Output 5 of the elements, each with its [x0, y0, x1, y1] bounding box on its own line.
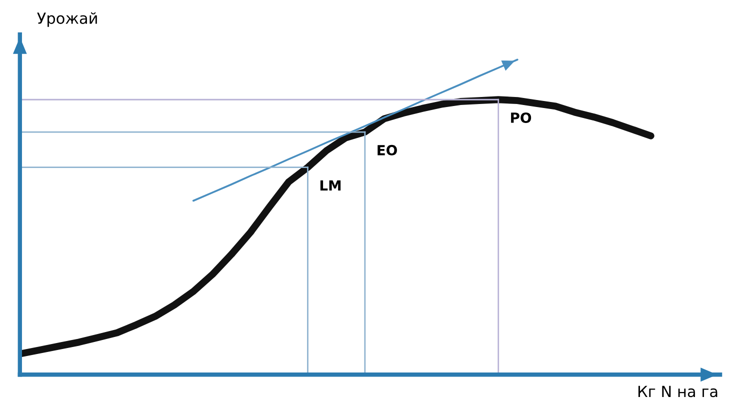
ref-line-label: PO [511, 112, 532, 123]
ref-line-label: EO [378, 144, 397, 156]
y-axis-title: Урожай [37, 12, 97, 27]
x-axis-title: Кг N на га [638, 386, 718, 398]
ref-line-label: LM [320, 180, 341, 191]
